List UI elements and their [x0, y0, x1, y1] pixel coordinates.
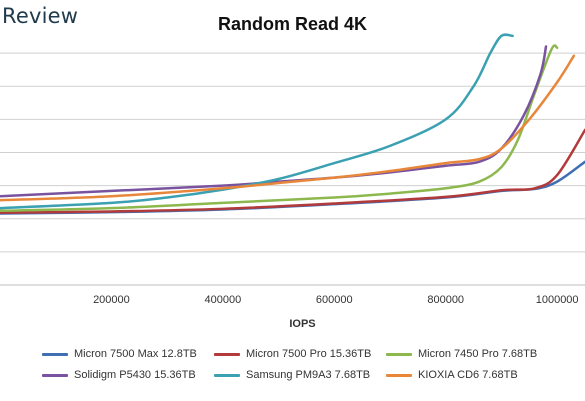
x-tick-label: 800000	[427, 294, 464, 306]
legend-label: KIOXIA CD6 7.68TB	[418, 369, 518, 381]
legend-swatch	[386, 373, 412, 377]
chart-title: Random Read 4K	[217, 14, 368, 34]
legend-swatch	[386, 352, 412, 356]
x-tick-label: 200000	[93, 294, 130, 306]
legend-swatch	[214, 373, 240, 377]
series-line-4	[0, 45, 548, 198]
legend-label: Micron 7450 Pro 7.68TB	[418, 348, 538, 360]
brand-logo-text: Review	[2, 4, 79, 28]
legend-swatch	[42, 352, 68, 356]
legend-swatch	[214, 352, 240, 356]
gridlines	[0, 52, 585, 253]
legend-item: Micron 7450 Pro 7.68TB	[386, 348, 558, 360]
x-tick-label: 400000	[204, 294, 241, 306]
x-axis: 200000 400000 600000 800000 1000000	[0, 284, 585, 306]
series-line-6	[0, 54, 576, 202]
legend: Micron 7500 Max 12.8TB Micron 7500 Pro 15…	[42, 348, 582, 381]
series-line-2	[0, 128, 585, 215]
x-axis-label: IOPS	[289, 318, 315, 330]
line-chart: 200000 400000 600000 800000 1000000 IOPS	[0, 33, 585, 330]
legend-item: KIOXIA CD6 7.68TB	[386, 369, 558, 381]
series-line-5	[0, 33, 514, 210]
series-lines	[0, 33, 585, 215]
legend-label: Micron 7500 Pro 15.36TB	[246, 348, 372, 360]
legend-label: Solidigm P5430 15.36TB	[74, 369, 196, 381]
legend-swatch	[42, 373, 68, 377]
legend-item: Samsung PM9A3 7.68TB	[214, 369, 386, 381]
legend-item: Micron 7500 Max 12.8TB	[42, 348, 214, 360]
legend-item: Solidigm P5430 15.36TB	[42, 369, 214, 381]
x-tick-label: 600000	[316, 294, 353, 306]
legend-item: Micron 7500 Pro 15.36TB	[214, 348, 386, 360]
legend-label: Samsung PM9A3 7.68TB	[246, 369, 371, 381]
x-tick-label: 1000000	[536, 294, 579, 306]
legend-label: Micron 7500 Max 12.8TB	[74, 348, 197, 360]
